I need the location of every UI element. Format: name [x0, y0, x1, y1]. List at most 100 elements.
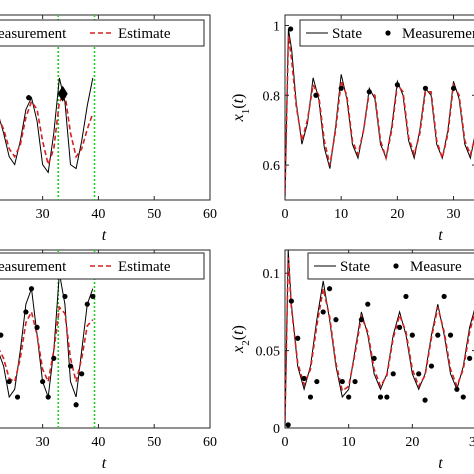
x-tick-label: 60 [203, 207, 217, 222]
estimate-line [0, 91, 94, 168]
x-tick-label: 50 [147, 435, 161, 450]
y-tick-label: 0.1 [263, 267, 281, 282]
measurement-point [295, 335, 301, 341]
axes-frame [0, 14, 211, 201]
measurement-point [84, 301, 90, 307]
measurement-point [333, 317, 339, 323]
x-tick-label: 20 [390, 207, 404, 222]
measurement-point [390, 371, 396, 377]
measurement-point [422, 397, 428, 403]
axes-frame [284, 14, 474, 201]
axes-frame [284, 249, 474, 429]
x-tick-label: 10 [342, 435, 356, 450]
measurement-point [6, 378, 12, 385]
legend-label: Estimate [118, 26, 171, 42]
x-axis-label: t [102, 455, 107, 472]
y-tick-label: 0.8 [263, 89, 281, 104]
legend-label: easurement [0, 259, 67, 275]
measurement-point [447, 332, 454, 338]
legend-measurement-swatch [393, 263, 399, 269]
panel-bottom-right: 0 10 20 30 0 0.05 0.1 t x2(t) State Measure [230, 249, 474, 472]
measurement-point [314, 378, 320, 385]
x-tick-label: 30 [36, 207, 50, 222]
legend-label: Estimate [118, 259, 171, 275]
measurement-point [422, 85, 429, 91]
legend-label: Measurement [402, 26, 474, 42]
x-axis-label: t [438, 455, 443, 472]
measurement-point [67, 363, 74, 369]
y-tick-label: 0 [273, 422, 280, 437]
x-tick-label: 30 [36, 435, 50, 450]
y-tick-label: 0.05 [256, 345, 281, 360]
measurement-point [0, 332, 4, 338]
legend-label: State [332, 26, 362, 42]
legend-label: easurement [0, 26, 67, 42]
measurement-point [450, 85, 457, 91]
measurement-point [366, 89, 372, 95]
measurement-point [338, 85, 344, 91]
measurement-point [301, 375, 307, 382]
measurement-point [397, 324, 403, 330]
x-tick-label: 10 [334, 207, 348, 222]
measurement-point [62, 293, 68, 300]
measurement-point [73, 402, 79, 408]
x-tick-label: 30 [447, 207, 461, 222]
x-tick-label: 0 [282, 435, 289, 450]
measurement-point [14, 394, 21, 400]
measurement-point [441, 293, 447, 300]
state-line [285, 28, 474, 200]
legend: State Measure [307, 252, 474, 280]
measurement-point [40, 378, 46, 385]
measurement-point [34, 324, 40, 330]
measurement-point [346, 394, 352, 400]
measurement-point [307, 394, 314, 400]
state-line [0, 273, 94, 399]
measurement-point [23, 309, 29, 315]
plot-area [0, 15, 96, 200]
panel-bottom-left: 30 40 50 60 t easurement Estimate [0, 249, 217, 472]
y-tick-label: 1 [273, 19, 280, 34]
highlight-marker [57, 85, 68, 102]
measurement-point [435, 332, 441, 338]
x-tick-label: 50 [147, 207, 161, 222]
measurement-point [416, 371, 422, 377]
measurement-point [79, 371, 85, 377]
measurement-point [288, 298, 294, 304]
plot-area [0, 250, 96, 428]
x-tick-label: 30 [469, 435, 474, 450]
axes-frame [0, 249, 211, 429]
measurement-point [371, 355, 377, 361]
measurement-point [352, 378, 358, 385]
panel-top-left: 30 40 50 60 t easurement Estimate [0, 14, 217, 244]
estimate-line [285, 35, 474, 194]
measurement-point [288, 26, 294, 32]
plot-area [285, 26, 474, 200]
x-axis-label: t [102, 227, 107, 244]
plot-area [285, 250, 474, 428]
legend-label: State [340, 259, 370, 275]
x-tick-label: 40 [91, 435, 105, 450]
measurement-point [51, 355, 57, 361]
measurement-point [28, 286, 35, 292]
measurement-point [313, 92, 319, 98]
measurement-point [467, 355, 473, 361]
y-axis-label: x1(t) [230, 94, 252, 123]
measurement-point [326, 286, 333, 292]
estimate-line [285, 257, 474, 421]
x-tick-label: 60 [203, 435, 217, 450]
panel-top-right: 0 10 20 30 0.6 0.8 1 t x1(t) State Measurement [230, 14, 474, 244]
measurement-point [45, 394, 51, 400]
y-axis-label: x2(t) [230, 325, 252, 354]
measurement-point [339, 378, 345, 385]
x-axis-label: t [438, 227, 443, 244]
measurement-point [460, 394, 466, 400]
measurement-point [320, 309, 326, 315]
measurement-point [358, 317, 364, 323]
measurement-point [90, 293, 96, 300]
measurement-point [409, 332, 415, 338]
measurement-point [394, 82, 400, 88]
legend-label: Measure [410, 259, 462, 275]
estimate-line [0, 305, 94, 385]
legend-measurement-swatch [385, 30, 391, 36]
